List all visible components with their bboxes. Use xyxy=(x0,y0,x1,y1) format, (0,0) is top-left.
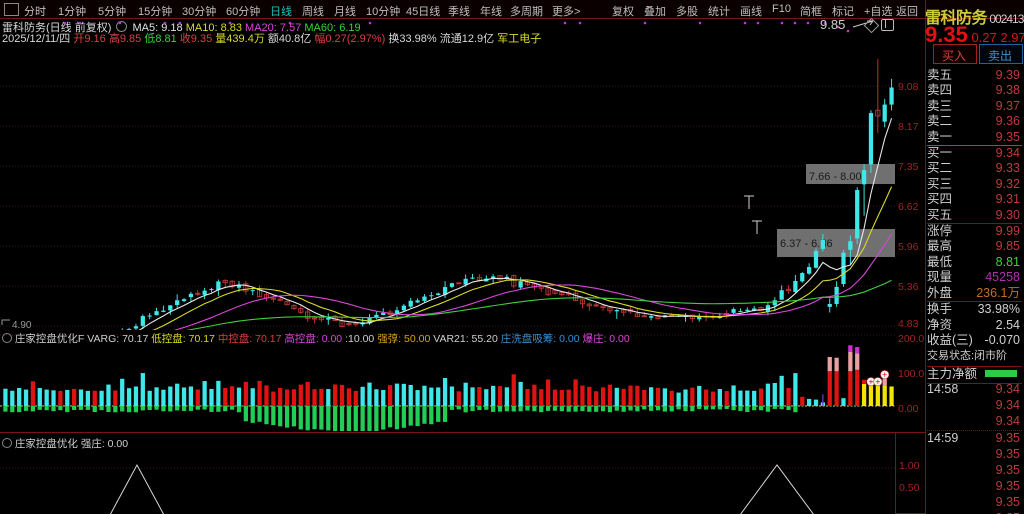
svg-text:9.85: 9.85 xyxy=(820,19,845,32)
svg-text:7.66 - 8.00: 7.66 - 8.00 xyxy=(809,171,862,183)
svg-text:4.90: 4.90 xyxy=(12,320,32,330)
